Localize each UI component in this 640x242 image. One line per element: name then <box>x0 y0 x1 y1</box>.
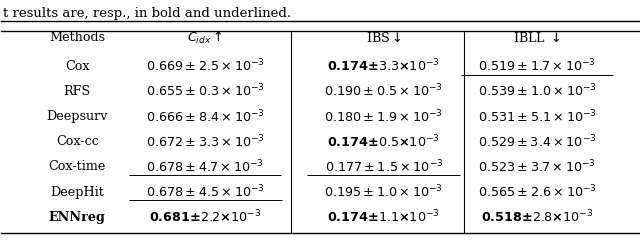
Text: $0.565\pm2.6\times10^{-3}$: $0.565\pm2.6\times10^{-3}$ <box>477 184 596 200</box>
Text: $0.678\pm4.5\times10^{-3}$: $0.678\pm4.5\times10^{-3}$ <box>145 184 264 200</box>
Text: Methods: Methods <box>49 31 106 44</box>
Text: Deepsurv: Deepsurv <box>47 110 108 123</box>
Text: $C_{idx}\uparrow$: $C_{idx}\uparrow$ <box>188 30 223 46</box>
Text: ENNreg: ENNreg <box>49 211 106 224</box>
Text: $0.531\pm5.1\times10^{-3}$: $0.531\pm5.1\times10^{-3}$ <box>477 108 596 125</box>
Text: $\mathbf{0.174}\mathbf{\pm}1.1\mathbf{\times}10^{-3}$: $\mathbf{0.174}\mathbf{\pm}1.1\mathbf{\t… <box>328 209 440 226</box>
Text: Cox-time: Cox-time <box>49 160 106 174</box>
Text: IBS$\downarrow$: IBS$\downarrow$ <box>366 31 402 45</box>
Text: $0.177\pm1.5\times10^{-3}$: $0.177\pm1.5\times10^{-3}$ <box>324 159 443 175</box>
Text: $0.539\pm1.0\times10^{-3}$: $0.539\pm1.0\times10^{-3}$ <box>477 83 596 100</box>
Text: $0.519\pm1.7\times10^{-3}$: $0.519\pm1.7\times10^{-3}$ <box>478 58 596 75</box>
Text: RFS: RFS <box>64 85 91 98</box>
Text: $\mathbf{0.681}\mathbf{\pm}2.2\mathbf{\times}10^{-3}$: $\mathbf{0.681}\mathbf{\pm}2.2\mathbf{\t… <box>149 209 261 226</box>
Text: $0.669\pm2.5\times10^{-3}$: $0.669\pm2.5\times10^{-3}$ <box>145 58 264 75</box>
Text: $0.180\pm1.9\times10^{-3}$: $0.180\pm1.9\times10^{-3}$ <box>324 108 444 125</box>
Text: $0.678\pm4.7\times10^{-3}$: $0.678\pm4.7\times10^{-3}$ <box>146 159 264 175</box>
Text: $0.190\pm0.5\times10^{-3}$: $0.190\pm0.5\times10^{-3}$ <box>324 83 444 100</box>
Text: t results are, resp., in bold and underlined.: t results are, resp., in bold and underl… <box>3 7 291 20</box>
Text: $0.655\pm0.3\times10^{-3}$: $0.655\pm0.3\times10^{-3}$ <box>145 83 264 100</box>
Text: $\mathbf{0.174}\mathbf{\pm}0.5\mathbf{\times}10^{-3}$: $\mathbf{0.174}\mathbf{\pm}0.5\mathbf{\t… <box>328 134 440 150</box>
Text: Cox: Cox <box>65 60 90 73</box>
Text: $0.666\pm8.4\times10^{-3}$: $0.666\pm8.4\times10^{-3}$ <box>145 108 264 125</box>
Text: DeepHit: DeepHit <box>51 186 104 199</box>
Text: $\mathbf{0.518}\mathbf{\pm}2.8\mathbf{\times}10^{-3}$: $\mathbf{0.518}\mathbf{\pm}2.8\mathbf{\t… <box>481 209 593 226</box>
Text: $0.672\pm3.3\times10^{-3}$: $0.672\pm3.3\times10^{-3}$ <box>145 134 264 150</box>
Text: $0.195\pm1.0\times10^{-3}$: $0.195\pm1.0\times10^{-3}$ <box>324 184 444 200</box>
Text: $0.523\pm3.7\times10^{-3}$: $0.523\pm3.7\times10^{-3}$ <box>478 159 596 175</box>
Text: Cox-cc: Cox-cc <box>56 135 99 148</box>
Text: $0.529\pm3.4\times10^{-3}$: $0.529\pm3.4\times10^{-3}$ <box>478 134 596 150</box>
Text: $\mathbf{0.174}\mathbf{\pm}3.3\mathbf{\times}10^{-3}$: $\mathbf{0.174}\mathbf{\pm}3.3\mathbf{\t… <box>328 58 440 75</box>
Text: IBLL $\downarrow$: IBLL $\downarrow$ <box>513 31 561 45</box>
